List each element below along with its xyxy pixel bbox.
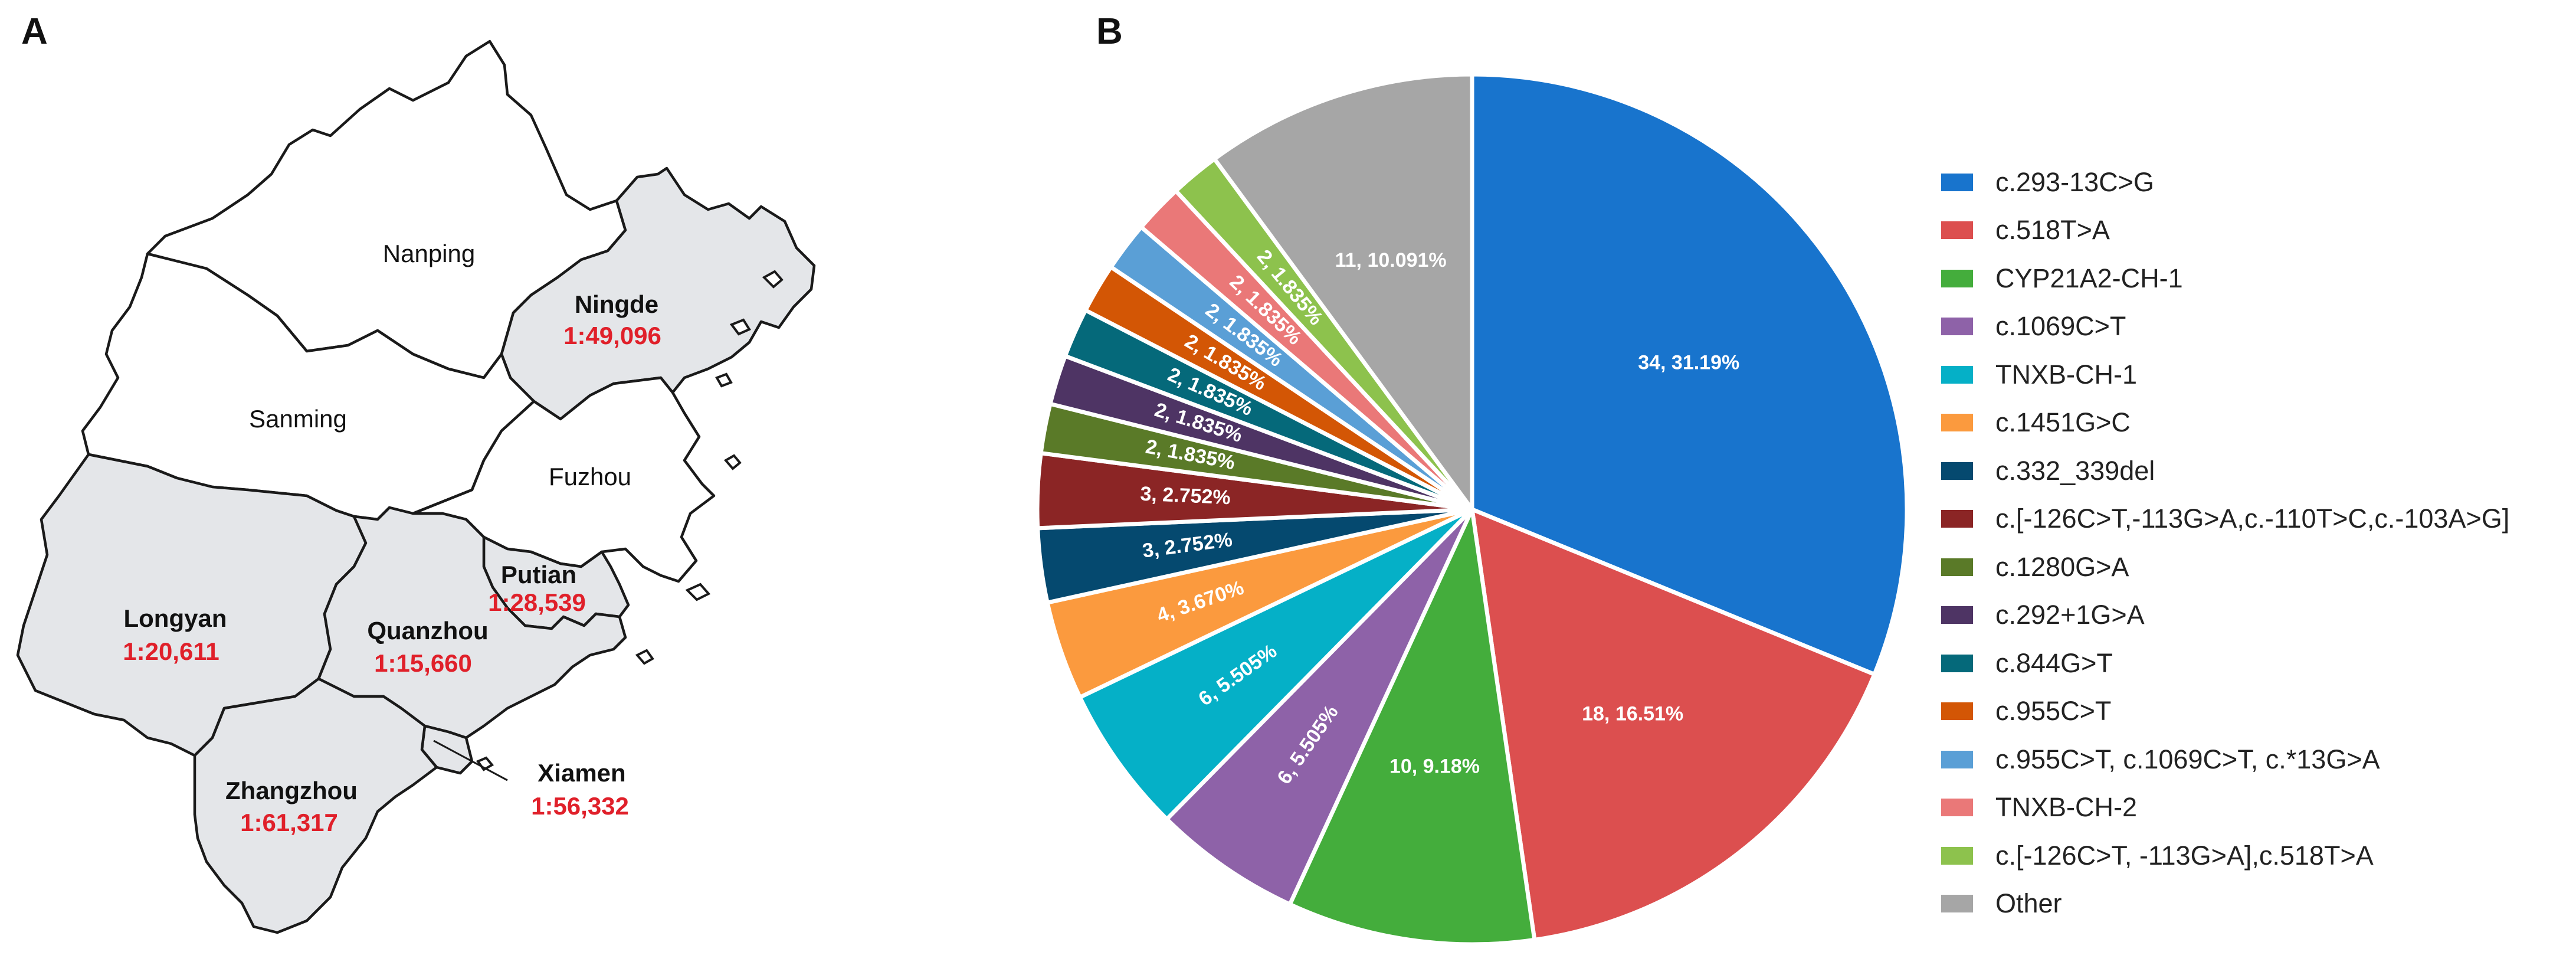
- legend-item: c.844G>T: [1941, 639, 2509, 688]
- legend-item: c.955C>T, c.1069C>T, c.*13G>A: [1941, 735, 2509, 784]
- legend-swatch: [1941, 365, 1973, 384]
- island-shape: [762, 270, 784, 289]
- fujian-map: Nanping Ningde 1:49,096 Sanming Fuzhou P…: [16, 40, 816, 934]
- legend-swatch: [1941, 895, 1973, 913]
- ratio-quanzhou: 1:15,660: [374, 649, 472, 677]
- legend-label: c.332_339del: [1995, 455, 2155, 486]
- legend-label: Other: [1995, 888, 2062, 919]
- legend-swatch: [1941, 558, 1973, 576]
- pie-slice-label: 3, 2.752%: [1140, 483, 1231, 509]
- legend-item: c.332_339del: [1941, 447, 2509, 495]
- label-nanping: Nanping: [383, 240, 475, 267]
- ratio-ningde: 1:49,096: [563, 322, 661, 349]
- region-zhangzhou: [193, 677, 438, 934]
- panel-a-label: A: [21, 11, 48, 52]
- pie-slice-other: [1212, 72, 1474, 512]
- ratio-xiamen: 1:56,332: [531, 792, 629, 820]
- island-shape: [685, 583, 711, 601]
- xiamen-leader-line: [433, 740, 508, 781]
- legend-swatch: [1941, 462, 1973, 480]
- region-ningde: [500, 166, 816, 421]
- legend-swatch: [1941, 414, 1973, 432]
- label-sanming: Sanming: [249, 405, 347, 433]
- legend-item: c.1451G>C: [1941, 399, 2509, 447]
- island-shape: [723, 454, 742, 470]
- legend-swatch: [1941, 173, 1973, 191]
- pie-slice-label: 18, 16.51%: [1582, 703, 1683, 725]
- legend-label: c.844G>T: [1995, 647, 2113, 678]
- legend-item: TNXB-CH-2: [1941, 784, 2509, 832]
- legend-label: c.[-126C>T, -113G>A],c.518T>A: [1995, 840, 2374, 871]
- legend-label: TNXB-CH-1: [1995, 359, 2138, 390]
- legend-swatch: [1941, 269, 1973, 287]
- legend-item: c.[-126C>T, -113G>A],c.518T>A: [1941, 832, 2509, 880]
- label-ningde: Ningde: [575, 290, 658, 318]
- pie-slices: [1035, 72, 1909, 947]
- legend-item: c.[-126C>T,-113G>A,c.-110T>C,c.-103A>G]: [1941, 495, 2509, 544]
- legend-item: CYP21A2-CH-1: [1941, 254, 2509, 303]
- legend-item: c.292+1G>A: [1941, 591, 2509, 640]
- legend-swatch: [1941, 318, 1973, 336]
- panel-b-label: B: [1096, 11, 1123, 52]
- legend-label: c.293-13C>G: [1995, 166, 2154, 197]
- pie-slice-c-518t-a: [1470, 507, 1877, 942]
- legend-label: c.518T>A: [1995, 215, 2110, 246]
- pie-slice-c-1069c-t: [1165, 507, 1474, 907]
- legend-swatch: [1941, 606, 1973, 624]
- legend-item: c.955C>T: [1941, 688, 2509, 736]
- legend-swatch: [1941, 799, 1973, 817]
- legend-swatch: [1941, 750, 1973, 768]
- ratio-zhangzhou: 1:61,317: [240, 809, 338, 836]
- mutation-pie-chart: 34, 31.19%18, 16.51%10, 9.18%6, 5.505%6,…: [1035, 72, 1909, 947]
- legend-item: Other: [1941, 880, 2509, 928]
- pie-slice-tnxb-ch-1: [1077, 507, 1474, 822]
- legend-label: c.1069C>T: [1995, 311, 2126, 342]
- legend-item: c.518T>A: [1941, 207, 2509, 255]
- island-shape: [715, 372, 733, 388]
- legend-label: TNXB-CH-2: [1995, 792, 2138, 823]
- legend-item: TNXB-CH-1: [1941, 351, 2509, 399]
- pie-legend: c.293-13C>G c.518T>A CYP21A2-CH-1 c.1069C>T…: [1941, 158, 2509, 928]
- legend-label: c.955C>T, c.1069C>T, c.*13G>A: [1995, 744, 2380, 774]
- pie-slice-cyp21a2-ch-1: [1287, 507, 1537, 947]
- label-fuzhou: Fuzhou: [549, 463, 631, 490]
- legend-label: c.1451G>C: [1995, 407, 2131, 438]
- legend-swatch: [1941, 221, 1973, 240]
- legend-label: c.[-126C>T,-113G>A,c.-110T>C,c.-103A>G]: [1995, 503, 2510, 534]
- ratio-putian: 1:28,539: [488, 588, 586, 616]
- coastal-islands: [476, 270, 784, 771]
- pie-slice-label: 11, 10.091%: [1335, 249, 1447, 271]
- legend-swatch: [1941, 510, 1973, 528]
- legend-label: c.1280G>A: [1995, 551, 2129, 582]
- label-quanzhou: Quanzhou: [367, 617, 488, 645]
- legend-item: c.293-13C>G: [1941, 158, 2509, 207]
- label-longyan: Longyan: [124, 604, 227, 632]
- pie-slice-c-293-13c-g: [1470, 72, 1909, 677]
- pie-slice-label: 34, 31.19%: [1638, 352, 1739, 374]
- legend-swatch: [1941, 654, 1973, 672]
- legend-label: CYP21A2-CH-1: [1995, 263, 2183, 293]
- label-putian: Putian: [501, 561, 576, 588]
- pie-slice-label: 10, 9.18%: [1389, 755, 1480, 778]
- legend-swatch: [1941, 702, 1973, 721]
- legend-label: c.955C>T: [1995, 696, 2112, 727]
- legend-item: c.1069C>T: [1941, 303, 2509, 351]
- ratio-longyan: 1:20,611: [123, 637, 219, 665]
- island-shape: [729, 318, 751, 336]
- label-xiamen: Xiamen: [538, 759, 625, 787]
- island-shape: [635, 649, 654, 665]
- legend-swatch: [1941, 846, 1973, 865]
- legend-label: c.292+1G>A: [1995, 600, 2145, 630]
- legend-item: c.1280G>A: [1941, 543, 2509, 591]
- label-zhangzhou: Zhangzhou: [225, 777, 358, 804]
